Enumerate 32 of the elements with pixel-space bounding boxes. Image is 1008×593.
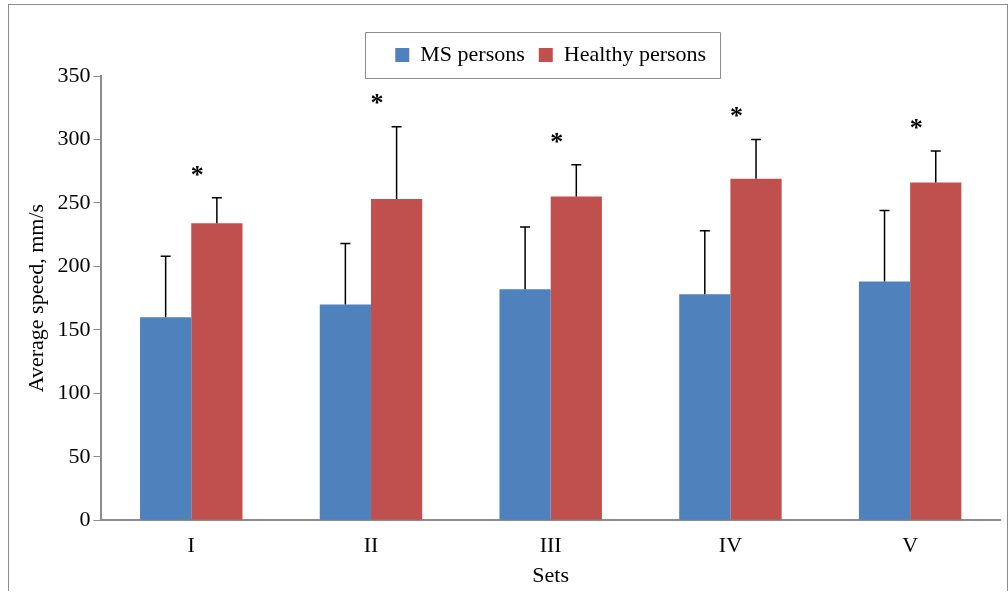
bar: [910, 182, 962, 520]
y-tick-label: 50: [68, 442, 91, 468]
x-tick-label: I: [187, 532, 195, 558]
annotation: *: [550, 126, 564, 156]
bar: [319, 304, 371, 520]
annotation: *: [909, 112, 923, 142]
annotation: *: [190, 159, 204, 189]
bar: [858, 281, 911, 520]
annotation: *: [729, 101, 743, 131]
bar: [550, 196, 602, 520]
bar: [370, 199, 423, 520]
legend-label: MS persons: [420, 40, 525, 66]
y-axis-title: Average speed, mm/s: [22, 203, 48, 393]
bar: [140, 317, 192, 520]
bar: [499, 289, 551, 520]
bar: [730, 178, 782, 520]
y-tick-label: 150: [57, 315, 91, 341]
annotation: *: [370, 88, 384, 118]
y-tick-label: 0: [79, 505, 91, 531]
bar: [191, 223, 243, 520]
bar: [679, 294, 731, 520]
x-tick-label: III: [539, 532, 562, 558]
y-tick-label: 100: [57, 379, 91, 405]
x-tick-label: IV: [718, 532, 743, 558]
legend-label: Healthy persons: [563, 40, 707, 66]
y-tick-label: 350: [57, 61, 91, 87]
y-tick-label: 200: [57, 252, 91, 278]
x-tick-label: V: [902, 532, 919, 558]
y-tick-label: 250: [57, 188, 91, 214]
y-tick-label: 300: [57, 125, 91, 151]
x-axis-title: Sets: [532, 561, 570, 587]
x-tick-label: II: [363, 532, 379, 558]
